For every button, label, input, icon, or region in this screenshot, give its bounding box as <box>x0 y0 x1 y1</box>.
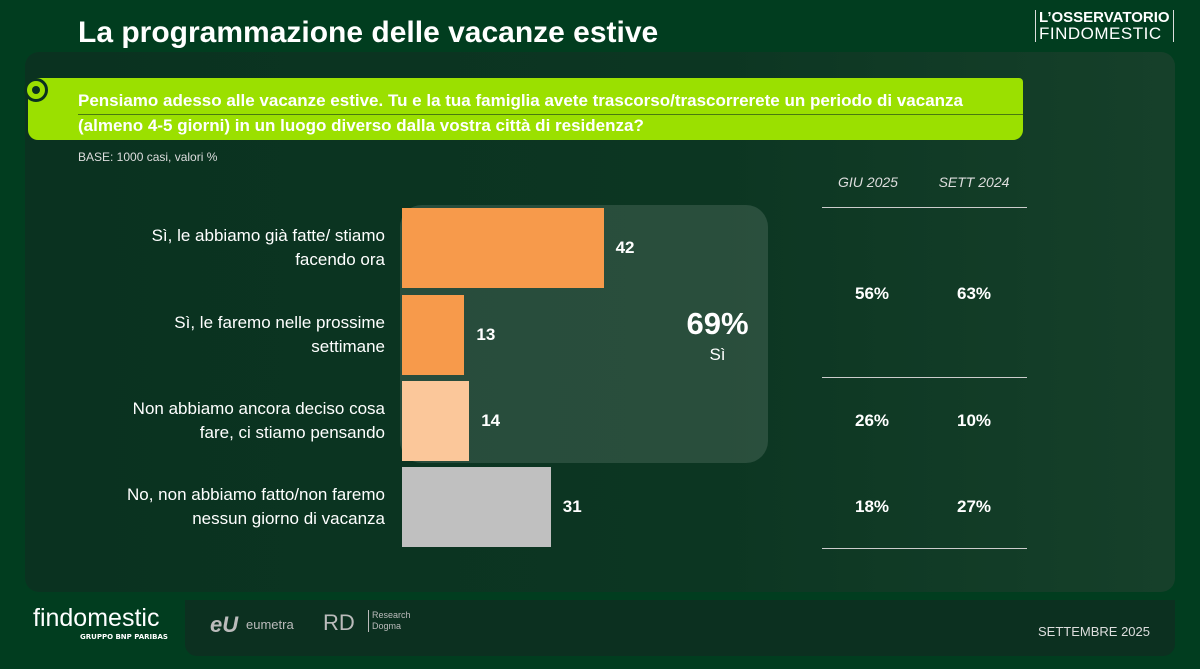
bar <box>402 208 604 288</box>
content-panel <box>25 52 1175 592</box>
base-note: BASE: 1000 casi, valori % <box>78 150 218 164</box>
category-label: Non abbiamo ancora deciso cosa fare, ci … <box>132 399 385 442</box>
data-label: 42 <box>615 238 635 257</box>
col-header-giu-2025: GIU 2025 <box>838 174 898 190</box>
eumetra-logo-mark: eU <box>210 612 239 637</box>
group-label: GRUPPO BNP PARIBAS <box>80 633 168 641</box>
question-banner <box>28 78 1023 140</box>
category-label: Sì, le abbiamo già fatte/ stiamo facendo… <box>151 226 385 269</box>
table-cell: 18% <box>854 497 890 516</box>
brand-line1: L’OSSERVATORIO <box>1039 9 1170 26</box>
yes-total-label: Sì <box>709 345 726 364</box>
eumetra-logo: eumetra <box>246 617 294 632</box>
bar <box>402 467 551 547</box>
bar <box>402 295 465 375</box>
table-cell: 26% <box>854 411 890 430</box>
partner2-line1: Research <box>372 610 411 620</box>
bar <box>402 381 470 461</box>
research-dogma-logo: Research Dogma <box>368 610 411 632</box>
table-cell: 56% <box>854 284 890 303</box>
data-label: 31 <box>562 497 582 516</box>
divider <box>822 207 1027 208</box>
page-title: La programmazione delle vacanze estive <box>78 16 659 49</box>
table-cell: 27% <box>956 497 992 516</box>
question-text: Pensiamo adesso alle vacanze estive. Tu … <box>78 91 964 135</box>
category-label: Sì, le faremo nelle prossime settimane <box>174 313 385 356</box>
findomestic-logo: findomestic <box>33 604 160 632</box>
footer-panel <box>185 600 1175 656</box>
partner2-line2: Dogma <box>372 621 402 631</box>
col-header-sett-2024: SETT 2024 <box>938 174 1010 190</box>
divider <box>822 548 1027 549</box>
table-cell: 10% <box>956 411 992 430</box>
brand-logo: L’OSSERVATORIO FINDOMESTIC <box>1035 10 1174 42</box>
yes-total-value: 69% <box>686 306 749 341</box>
data-label: 14 <box>481 411 501 430</box>
brand-line2: FINDOMESTIC <box>1039 24 1162 43</box>
data-label: 13 <box>476 325 496 344</box>
date-label: SETTEMBRE 2025 <box>1038 624 1150 639</box>
bullet-icon <box>24 78 48 102</box>
divider <box>822 377 1027 378</box>
logo-area <box>0 600 185 669</box>
research-dogma-logo-mark: RD <box>323 610 355 635</box>
category-label: No, non abbiamo fatto/non faremo nessun … <box>127 485 385 528</box>
table-cell: 63% <box>956 284 992 303</box>
divider <box>78 114 1023 115</box>
